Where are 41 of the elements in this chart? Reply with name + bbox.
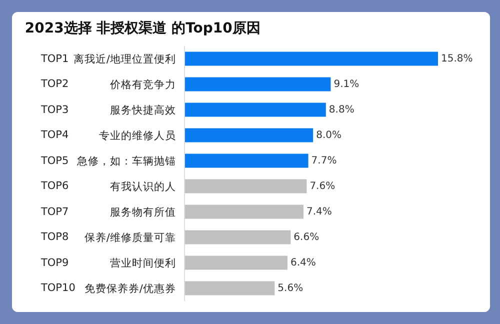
data-label: 15.8%	[441, 53, 473, 64]
y-tick-label: 离我近/地理位置便利	[73, 52, 176, 66]
bar	[185, 204, 304, 219]
bar	[185, 230, 291, 244]
text: TOP7	[40, 206, 69, 218]
data-label: 7.7%	[311, 155, 337, 166]
y-tick-label: 急修，如：车辆抛锚	[76, 154, 176, 168]
y-tick-label: 专业的维修人员	[98, 128, 176, 142]
text: TOP3	[40, 104, 69, 116]
text: TOP6	[40, 180, 70, 192]
y-tick-label: 价格有竞争力	[108, 78, 176, 91]
bar	[185, 179, 307, 194]
bar	[185, 102, 326, 117]
bar	[185, 128, 314, 142]
data-label: 5.6%	[278, 282, 304, 294]
bar	[185, 154, 308, 168]
text: TOP4	[40, 129, 70, 141]
chart-title: 2023选择 非授权渠道 的Top10原因	[24, 19, 260, 36]
y-tick-label: 免费保养券/优惠券	[84, 282, 176, 295]
data-label: 7.6%	[310, 180, 336, 192]
y-tick-label: 服务快捷高效	[110, 103, 176, 116]
bar	[185, 52, 438, 66]
text: TOP9	[40, 257, 69, 269]
y-tick-label: 保养/维修质量可靠	[84, 230, 176, 244]
y-tick-label: 营业时间便利	[110, 256, 176, 270]
text: TOP10	[40, 282, 76, 294]
text: TOP5	[40, 155, 69, 167]
data-label: 6.6%	[294, 232, 320, 243]
data-label: 7.4%	[306, 206, 332, 218]
bar	[185, 77, 331, 92]
data-label: 8.0%	[316, 130, 342, 141]
y-tick-label: 有我认识的人	[110, 180, 176, 193]
data-label: 8.8%	[328, 104, 354, 116]
bar	[185, 256, 288, 270]
y-tick-label: 服务物有所值	[110, 205, 176, 218]
bar	[185, 281, 275, 296]
text: TOP2	[40, 78, 69, 90]
text: TOP8	[40, 231, 69, 243]
data-label: 9.1%	[334, 78, 360, 90]
data-label: 6.4%	[290, 257, 316, 268]
text: TOP1	[40, 53, 69, 65]
